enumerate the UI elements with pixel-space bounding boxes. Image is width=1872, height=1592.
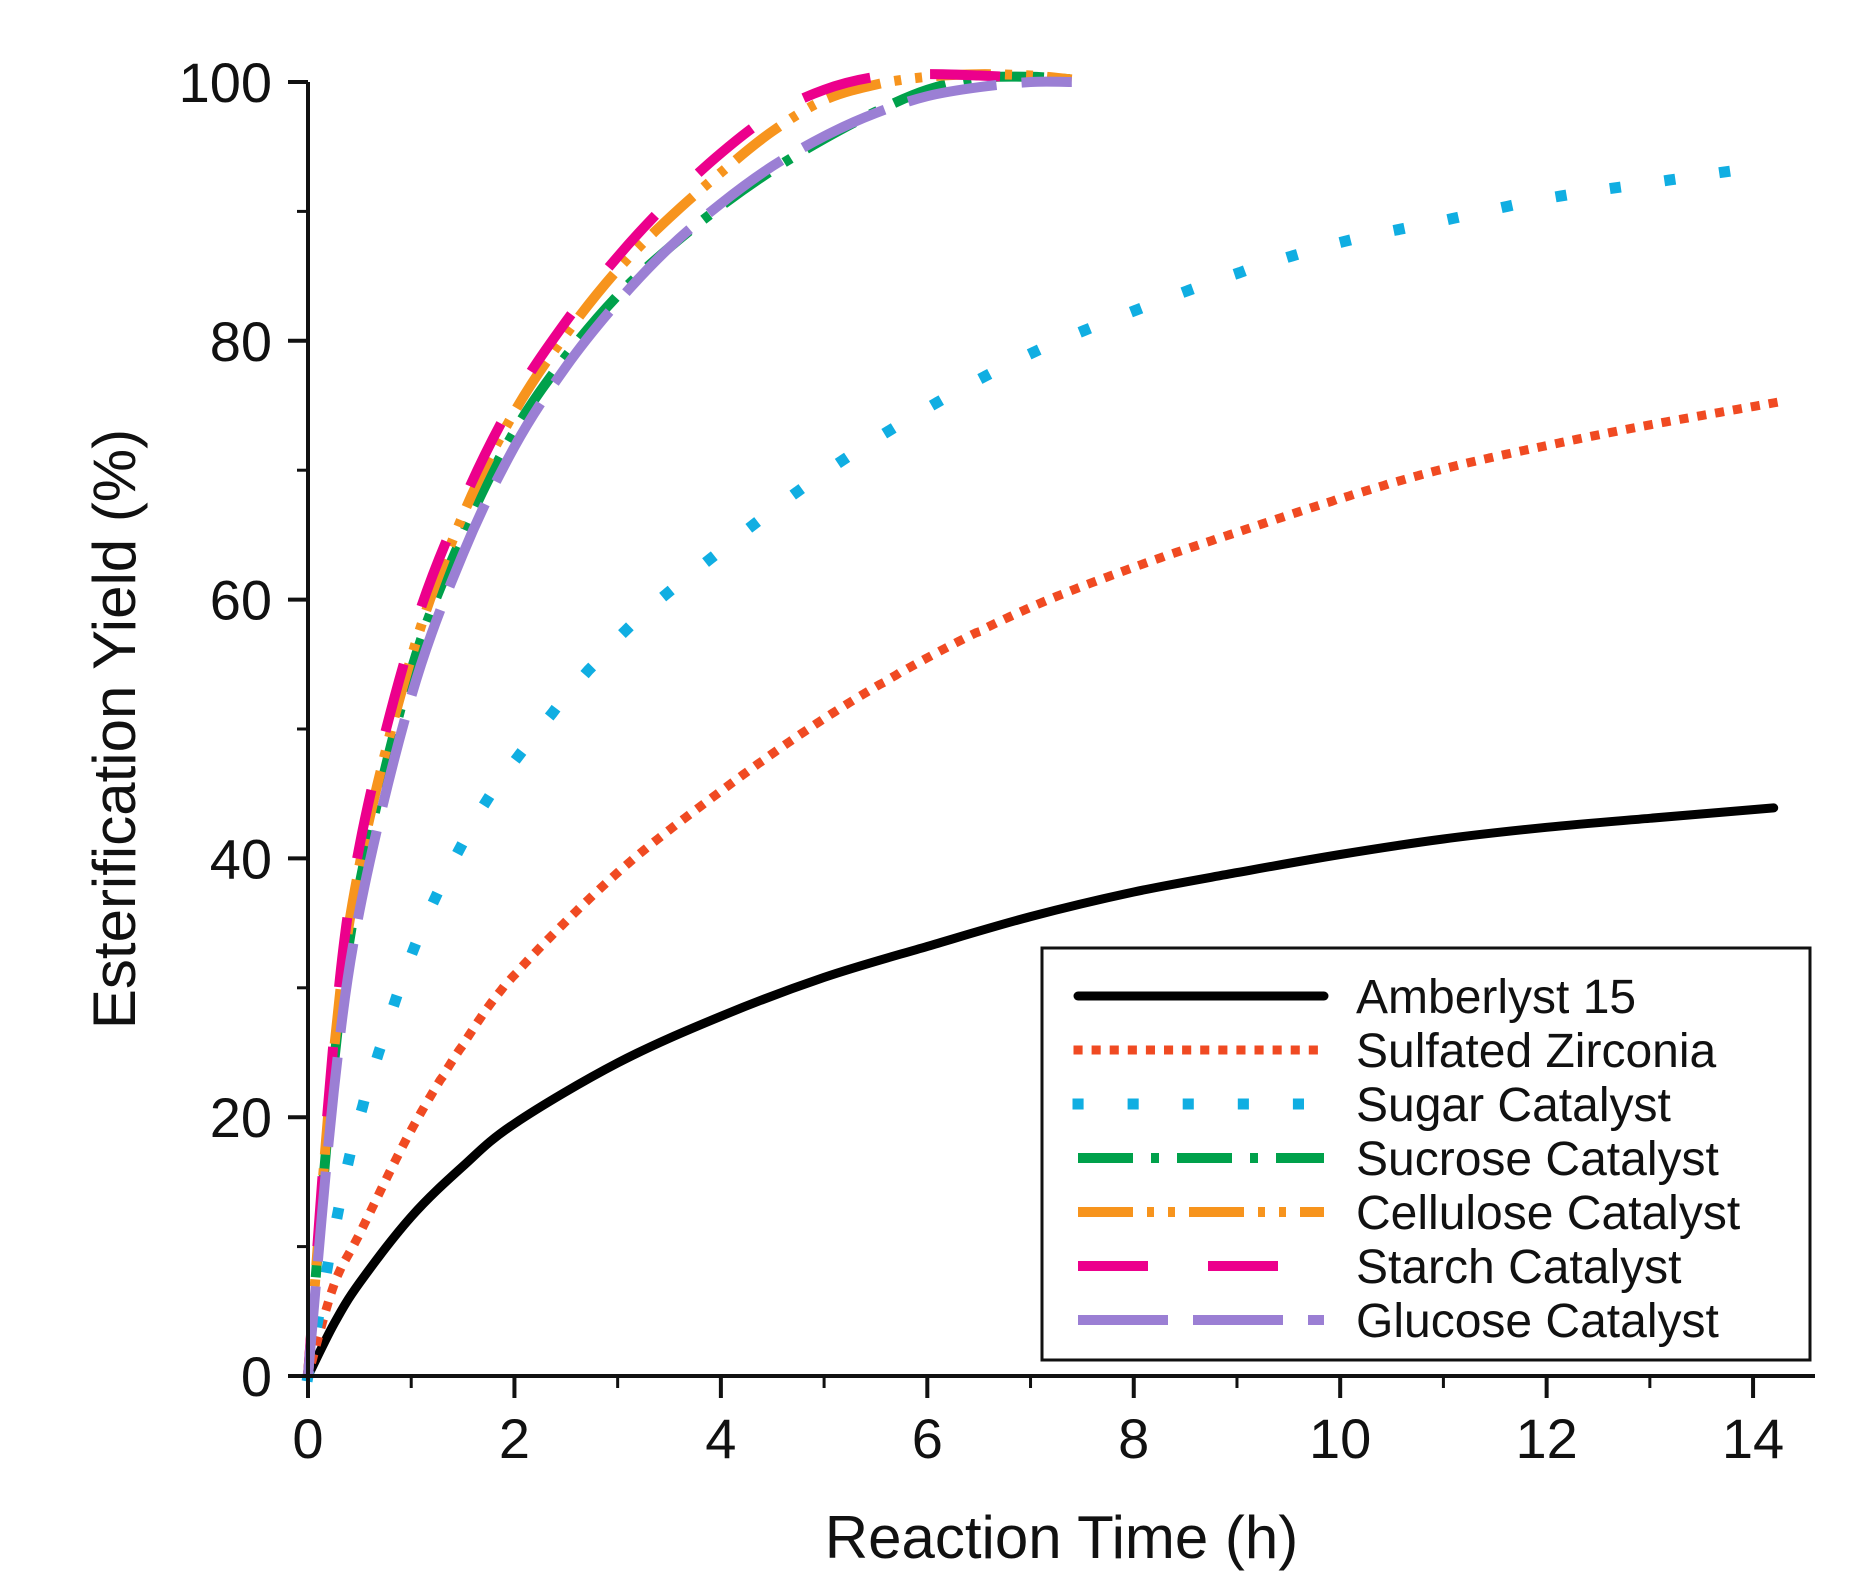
legend-label-sucrose-catalyst: Sucrose Catalyst — [1356, 1133, 1719, 1186]
y-tick-label: 40 — [210, 827, 272, 890]
series-line-starch-catalyst — [303, 69, 1031, 1377]
series-layer — [301, 69, 1780, 1383]
legend-label-amberlyst-15: Amberlyst 15 — [1356, 971, 1636, 1024]
legend-label-cellulose-catalyst: Cellulose Catalyst — [1356, 1187, 1740, 1240]
x-tick-label: 0 — [292, 1407, 323, 1470]
legend-label-sulfated-zirconia: Sulfated Zirconia — [1356, 1025, 1716, 1078]
x-tick-label: 10 — [1309, 1407, 1371, 1470]
x-tick-label: 2 — [499, 1407, 530, 1470]
axes-layer: 0 2 4 6 8 10 12 14 0 20 40 60 80 100 — [179, 51, 1815, 1470]
y-tick-label: 100 — [179, 51, 272, 114]
y-axis-title: Esterification Yield (%) — [81, 429, 148, 1029]
series-line-cellulose-catalyst — [303, 69, 1073, 1377]
x-tick-label: 12 — [1515, 1407, 1577, 1470]
y-tick-label: 60 — [210, 569, 272, 632]
y-tick-label: 80 — [210, 310, 272, 373]
series-line-glucose-catalyst — [303, 76, 1072, 1377]
legend-label-glucose-catalyst: Glucose Catalyst — [1356, 1295, 1719, 1348]
y-tick-label: 0 — [241, 1345, 272, 1408]
legend-label-starch-catalyst: Starch Catalyst — [1356, 1241, 1681, 1294]
y-tick-label: 20 — [210, 1086, 272, 1149]
legend-box — [1040, 946, 1812, 1362]
legend-label-sugar-catalyst: Sugar Catalyst — [1356, 1079, 1671, 1132]
x-tick-label: 4 — [705, 1407, 736, 1470]
series-line-amberlyst-15 — [303, 803, 1779, 1381]
x-tick-label: 8 — [1118, 1407, 1149, 1470]
series-line-sugar-catalyst — [301, 158, 1780, 1383]
series-line-sucrose-catalyst — [303, 71, 1073, 1377]
x-tick-label: 6 — [912, 1407, 943, 1470]
x-tick-label: 14 — [1722, 1407, 1784, 1470]
x-axis-title: Reaction Time (h) — [825, 1504, 1299, 1571]
series-line-sulfated-zirconia — [302, 397, 1779, 1382]
